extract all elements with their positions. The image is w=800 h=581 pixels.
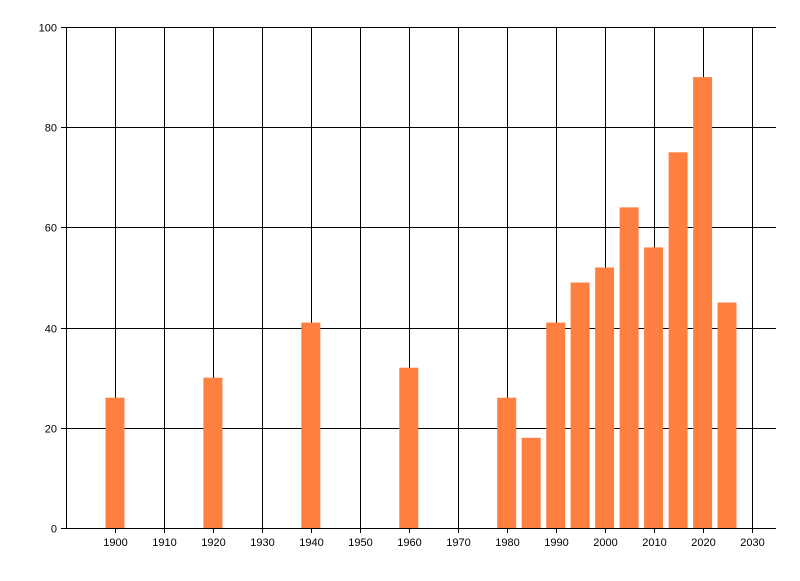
- bar-2020: [693, 77, 713, 528]
- x-tick-label-1990: 1990: [544, 537, 568, 549]
- y-tick-label-0: 0: [51, 524, 57, 536]
- x-tick-label-2020: 2020: [691, 537, 715, 549]
- x-tick-label-1950: 1950: [348, 537, 372, 549]
- y-tick-label-40: 40: [45, 324, 57, 336]
- bar-1900: [105, 397, 125, 528]
- bar-1920: [203, 377, 223, 528]
- x-tick-label-1910: 1910: [152, 537, 176, 549]
- x-tick-label-1970: 1970: [446, 537, 470, 549]
- x-tick-label-1940: 1940: [299, 537, 323, 549]
- bar-1960: [399, 367, 419, 528]
- x-tick-label-1930: 1930: [250, 537, 274, 549]
- bar-2005: [619, 207, 639, 528]
- bars: [105, 77, 737, 529]
- bar-1940: [301, 322, 321, 528]
- y-tick-label-80: 80: [45, 123, 57, 135]
- bar-2025: [717, 302, 737, 528]
- bar-1990: [546, 322, 566, 528]
- x-tick-label-1920: 1920: [201, 537, 225, 549]
- x-tick-label-1900: 1900: [103, 537, 127, 549]
- axes: [61, 27, 776, 533]
- x-tick-label-2030: 2030: [740, 537, 764, 549]
- y-tick-label-100: 100: [39, 23, 57, 35]
- x-tick-label-1980: 1980: [495, 537, 519, 549]
- tick-labels: 0 20 40 60 80 100 1900 1910 1920 1930 1940 1950 1960…: [39, 23, 765, 550]
- bar-2010: [644, 247, 664, 528]
- bar-1995: [570, 282, 590, 528]
- bar-1985: [521, 437, 541, 528]
- y-tick-label-20: 20: [45, 424, 57, 436]
- x-tick-label-2000: 2000: [593, 537, 617, 549]
- bar-2015: [668, 152, 688, 529]
- x-tick-label-1960: 1960: [397, 537, 421, 549]
- bar-1980: [497, 397, 517, 528]
- x-tick-label-2010: 2010: [642, 537, 666, 549]
- y-tick-label-60: 60: [45, 223, 57, 235]
- bar-2000: [595, 267, 615, 528]
